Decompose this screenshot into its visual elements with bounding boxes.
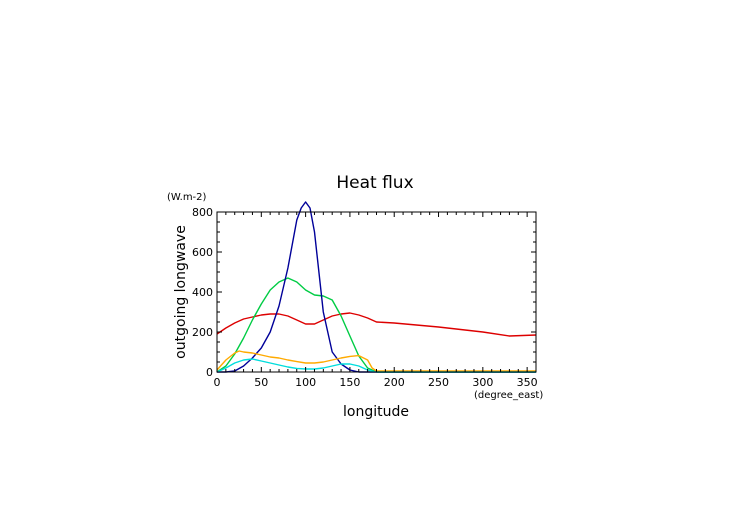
x-units-label: (degree_east) — [474, 390, 543, 401]
y-tick-label: 400 — [192, 286, 213, 299]
x-tick-label: 200 — [384, 376, 405, 389]
x-tick-label: 300 — [472, 376, 493, 389]
y-units-label: (W.m-2) — [167, 192, 207, 203]
series-line-1 — [216, 312, 537, 337]
x-tick-label: 250 — [428, 376, 449, 389]
y-tick-label: 800 — [192, 206, 213, 219]
plot-frame — [216, 211, 537, 373]
ticks-layer: 0 50 100 150 200 250 300 350 0 200 400 600 800 — [192, 206, 538, 389]
x-axis-label: longitude — [343, 404, 409, 420]
y-axis-label: outgoing longwave — [173, 225, 189, 359]
series-line-2 — [216, 277, 536, 373]
y-tick-label: 0 — [206, 366, 213, 379]
y-tick-label: 600 — [192, 246, 213, 259]
series-line-4 — [216, 350, 536, 372]
chart-title: Heat flux — [336, 173, 413, 193]
x-tick-label: 100 — [295, 376, 316, 389]
x-tick-label: 50 — [254, 376, 268, 389]
series-layer — [216, 201, 537, 373]
y-tick-label: 200 — [192, 326, 213, 339]
x-tick-label: 0 — [214, 376, 221, 389]
x-tick-label: 350 — [517, 376, 538, 389]
series-line-3 — [217, 201, 536, 373]
x-tick-label: 150 — [339, 376, 360, 389]
